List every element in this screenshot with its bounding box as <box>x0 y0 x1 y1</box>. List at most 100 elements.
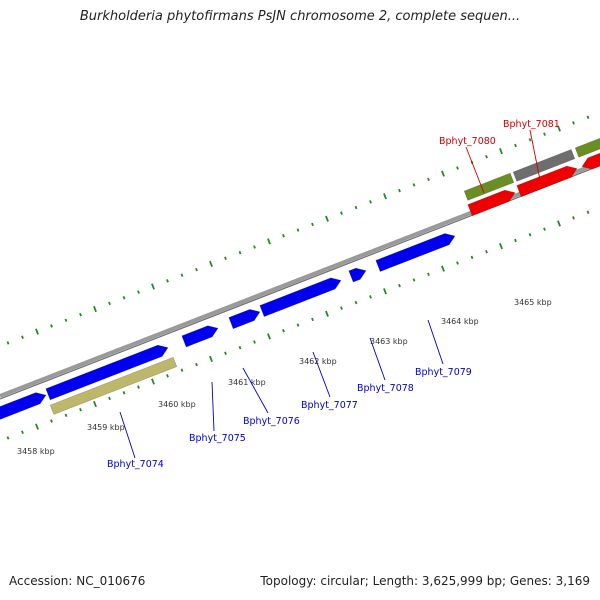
inner-tick <box>514 238 517 243</box>
inner-tick <box>485 250 488 254</box>
outer-tick <box>267 238 271 245</box>
inner-tick <box>557 220 561 227</box>
outer-tick <box>296 228 300 232</box>
inner-tick <box>35 423 39 430</box>
outer-tick <box>21 335 24 339</box>
outer-tick <box>543 132 546 136</box>
inner-tick <box>456 261 459 265</box>
outer-tick <box>499 147 503 155</box>
gene-leader-line <box>465 146 485 194</box>
outer-tick <box>383 193 387 200</box>
inner-tick <box>369 295 372 299</box>
inner-tick <box>21 430 24 434</box>
outer-tick <box>586 115 590 119</box>
gene-arrow-forward <box>181 325 219 348</box>
outer-tick <box>427 177 430 182</box>
inner-tick <box>470 255 474 260</box>
gene-leader-line <box>312 351 331 398</box>
inner-tick <box>64 413 68 418</box>
inner-tick <box>340 306 343 310</box>
outer-tick <box>340 211 343 215</box>
gene-arrow-reverse <box>516 165 578 198</box>
inner-tick <box>427 272 430 277</box>
gene-label: Bphyt_7080 <box>439 136 496 147</box>
gene-leader-line <box>242 367 269 414</box>
inner-tick <box>296 323 300 327</box>
inner-tick <box>325 310 329 317</box>
inner-tick <box>180 368 184 372</box>
kbp-tick-label: 3463 kbp <box>370 337 408 346</box>
outer-tick <box>122 296 126 300</box>
gene-arrow-forward <box>0 392 47 420</box>
feature-olive <box>574 137 600 158</box>
gene-leader-line <box>119 411 136 459</box>
outer-tick <box>441 170 445 177</box>
outer-tick <box>528 138 532 142</box>
outer-tick <box>354 205 358 210</box>
inner-tick <box>151 378 155 385</box>
outer-tick <box>325 215 329 222</box>
inner-tick <box>108 396 111 401</box>
inner-tick <box>412 278 416 282</box>
kbp-tick-label: 3462 kbp <box>299 357 337 366</box>
inner-tick <box>528 233 532 237</box>
inner-tick <box>543 227 546 231</box>
gene-label: Bphyt_7074 <box>107 459 164 470</box>
outer-tick <box>224 256 227 261</box>
outer-tick <box>50 324 53 328</box>
outer-tick <box>514 143 517 148</box>
inner-tick <box>6 436 10 440</box>
outer-tick <box>572 121 575 125</box>
inner-tick <box>441 265 445 272</box>
outer-tick <box>398 188 401 193</box>
gene-arrow-forward <box>259 277 342 318</box>
inner-tick <box>195 362 198 367</box>
outer-tick <box>253 245 256 249</box>
outer-tick <box>369 200 372 204</box>
gene-label: Bphyt_7078 <box>357 383 414 394</box>
inner-tick <box>122 391 126 395</box>
kbp-tick-label: 3459 kbp <box>87 423 125 432</box>
gene-arrow-forward <box>348 267 367 283</box>
map-title: Burkholderia phytofirmans PsJN chromosom… <box>79 9 521 24</box>
gene-arrow-forward <box>375 233 456 272</box>
gene-arrow-reverse <box>467 189 516 217</box>
outer-tick <box>6 341 10 345</box>
inner-tick <box>137 385 140 389</box>
gene-label: Bphyt_7075 <box>189 433 246 444</box>
inner-tick <box>311 317 314 322</box>
gene-label: Bphyt_7081 <box>503 119 560 130</box>
genome-summary-text: Topology: circular; Length: 3,625,999 bp… <box>260 574 590 588</box>
inner-tick <box>253 340 256 344</box>
outer-tick <box>151 283 155 290</box>
inner-tick <box>383 288 387 295</box>
outer-tick <box>209 260 213 268</box>
gene-label: Bphyt_7077 <box>301 400 358 411</box>
outer-tick <box>311 222 314 227</box>
kbp-tick-label: 3465 kbp <box>514 298 552 307</box>
feature-gray <box>512 149 576 182</box>
outer-tick <box>485 155 488 159</box>
gene-arrow-forward <box>228 309 261 330</box>
accession-text: Accession: NC_010676 <box>9 574 146 588</box>
outer-tick <box>282 233 285 238</box>
gene-label: Bphyt_7076 <box>243 416 300 427</box>
gene-leader-line <box>369 337 386 381</box>
outer-tick <box>108 301 111 306</box>
outer-tick <box>412 183 416 187</box>
outer-tick <box>456 166 459 170</box>
outer-tick <box>64 318 68 323</box>
outer-tick <box>35 328 39 335</box>
inner-tick <box>93 400 97 408</box>
inner-tick <box>267 333 271 340</box>
outer-tick <box>557 125 561 132</box>
gene-leader-line <box>427 319 444 365</box>
inner-tick <box>398 283 401 288</box>
inner-tick <box>572 216 575 220</box>
inner-tick <box>166 374 169 378</box>
inner-tick <box>354 300 358 305</box>
gene-label: Bphyt_7079 <box>415 367 472 378</box>
inner-tick <box>224 351 227 356</box>
kbp-tick-label: 3458 kbp <box>17 447 55 456</box>
outer-tick <box>180 273 184 277</box>
